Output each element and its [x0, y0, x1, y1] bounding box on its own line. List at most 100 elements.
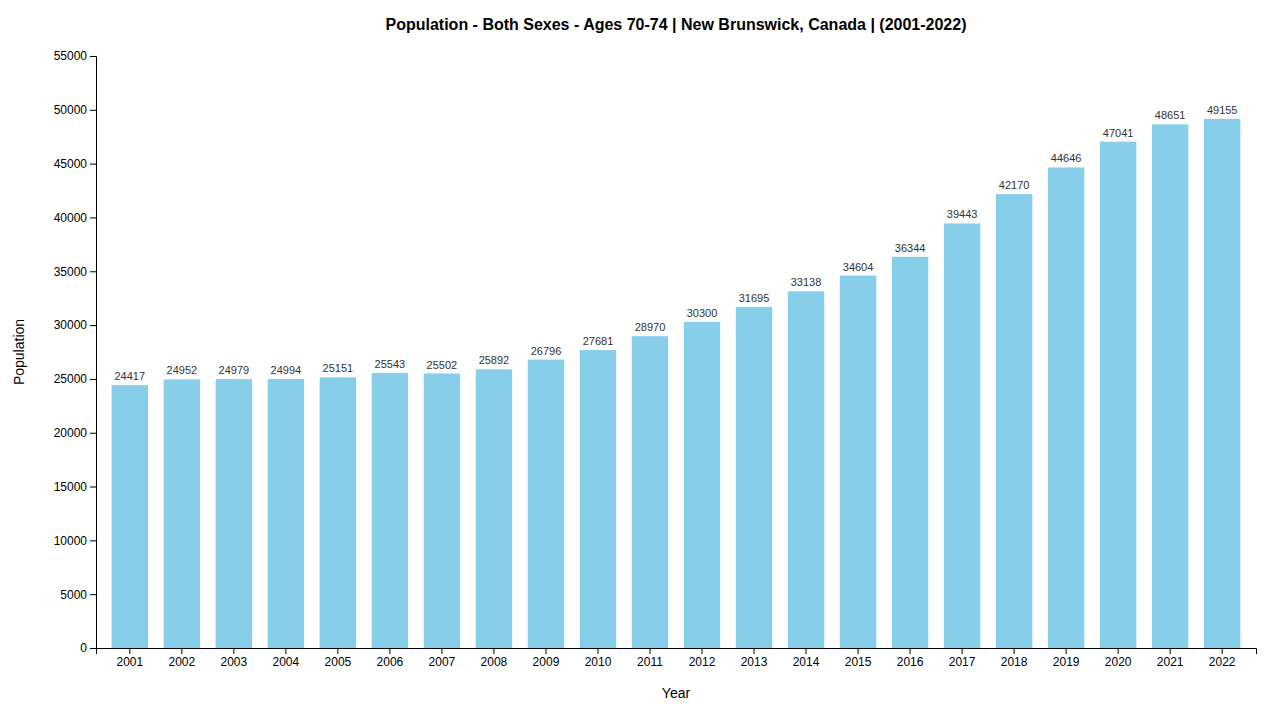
x-tick-mark — [649, 648, 650, 654]
data-label: 24417 — [115, 370, 146, 382]
bar — [944, 223, 980, 648]
x-tick: 2019 — [1053, 648, 1080, 669]
data-label: 28970 — [635, 321, 666, 333]
bar — [372, 373, 408, 648]
x-tick-mark — [1014, 648, 1015, 654]
y-tick-label: 0 — [80, 641, 87, 655]
x-tick: 2012 — [689, 648, 716, 669]
y-tick: 0 — [80, 641, 96, 655]
x-tick-mark — [1118, 648, 1119, 654]
x-tick-mark — [181, 648, 182, 654]
y-tick-mark — [90, 164, 96, 165]
y-tick: 20000 — [54, 426, 96, 440]
data-label: 27681 — [583, 335, 614, 347]
x-tick-mark — [1222, 648, 1223, 654]
x-tick-label: 2007 — [429, 655, 456, 669]
y-tick: 40000 — [54, 211, 96, 225]
bar — [1048, 167, 1084, 648]
y-tick: 35000 — [54, 265, 96, 279]
x-tick-label: 2001 — [116, 655, 143, 669]
bar — [632, 336, 668, 648]
x-tick-mark — [858, 648, 859, 654]
data-label: 31695 — [739, 292, 770, 304]
x-tick-label: 2004 — [273, 655, 300, 669]
y-tick: 5000 — [60, 588, 96, 602]
y-tick: 45000 — [54, 157, 96, 171]
y-tick-mark — [90, 110, 96, 111]
y-tick-label: 10000 — [54, 534, 88, 548]
x-tick-label: 2010 — [585, 655, 612, 669]
x-tick-mark — [754, 648, 755, 654]
y-tick: 50000 — [54, 103, 96, 117]
data-label: 33138 — [791, 276, 822, 288]
data-label: 25502 — [427, 359, 458, 371]
x-tick-mark — [493, 648, 494, 654]
x-tick-label: 2021 — [1157, 655, 1184, 669]
y-tick-label: 55000 — [54, 49, 88, 63]
x-tick-label: 2002 — [168, 655, 195, 669]
x-tick-label: 2017 — [949, 655, 976, 669]
data-label: 24952 — [167, 364, 198, 376]
bar — [840, 276, 876, 648]
x-tick-label: 2008 — [481, 655, 508, 669]
x-tick-label: 2018 — [1001, 655, 1028, 669]
bar — [216, 379, 252, 648]
bar — [736, 307, 772, 648]
bar — [1100, 142, 1136, 648]
x-tick-mark — [1066, 648, 1067, 654]
y-tick-mark — [90, 271, 96, 272]
y-tick: 15000 — [54, 480, 96, 494]
x-tick-mark — [910, 648, 911, 654]
data-label: 47041 — [1103, 127, 1134, 139]
bars — [112, 119, 1241, 648]
x-tick-label: 2006 — [377, 655, 404, 669]
bar — [996, 194, 1032, 648]
x-tick: 2007 — [429, 648, 456, 669]
x-axis: 2001200220032004200520062007200820092010… — [97, 648, 1257, 669]
y-tick-label: 25000 — [54, 372, 88, 386]
data-label: 39443 — [947, 208, 978, 220]
y-tick-mark — [90, 540, 96, 541]
x-tick: 2021 — [1157, 648, 1184, 669]
x-tick: 2005 — [325, 648, 352, 669]
x-tick-mark — [285, 648, 286, 654]
x-tick-label: 2020 — [1105, 655, 1132, 669]
x-tick-mark — [389, 648, 390, 654]
x-tick: 2013 — [741, 648, 768, 669]
bar — [788, 291, 824, 648]
data-label: 24979 — [219, 364, 250, 376]
x-tick: 2001 — [116, 648, 143, 669]
data-label: 44646 — [1051, 152, 1082, 164]
chart: 2001200220032004200520062007200820092010… — [0, 0, 1280, 720]
y-tick-mark — [90, 379, 96, 380]
y-tick-mark — [90, 325, 96, 326]
x-tick: 2009 — [533, 648, 560, 669]
data-label: 25151 — [323, 362, 354, 374]
x-tick: 2014 — [793, 648, 820, 669]
x-tick-label: 2019 — [1053, 655, 1080, 669]
data-label: 36344 — [895, 242, 926, 254]
y-axis-title: Population — [11, 319, 27, 385]
y-tick-label: 30000 — [54, 318, 88, 332]
x-tick-mark — [129, 648, 130, 654]
title: Population - Both Sexes - Ages 70-74 | N… — [386, 16, 967, 33]
x-tick: 2022 — [1209, 648, 1236, 669]
bar — [112, 385, 148, 648]
x-tick-label: 2011 — [637, 655, 663, 669]
x-tick: 2011 — [637, 648, 663, 669]
y-tick-mark — [90, 433, 96, 434]
x-tick-label: 2022 — [1209, 655, 1236, 669]
y-tick-label: 50000 — [54, 103, 88, 117]
y-tick: 10000 — [54, 534, 96, 548]
x-tick: 2017 — [949, 648, 976, 669]
x-tick-label: 2012 — [689, 655, 716, 669]
x-tick-mark — [597, 648, 598, 654]
data-label: 30300 — [687, 307, 718, 319]
x-tick-mark — [962, 648, 963, 654]
x-tick: 2010 — [585, 648, 612, 669]
x-tick-label: 2016 — [897, 655, 924, 669]
x-tick: 2018 — [1001, 648, 1028, 669]
x-axis-line — [97, 649, 1257, 655]
y-tick: 30000 — [54, 318, 96, 332]
y-tick: 55000 — [54, 49, 96, 63]
